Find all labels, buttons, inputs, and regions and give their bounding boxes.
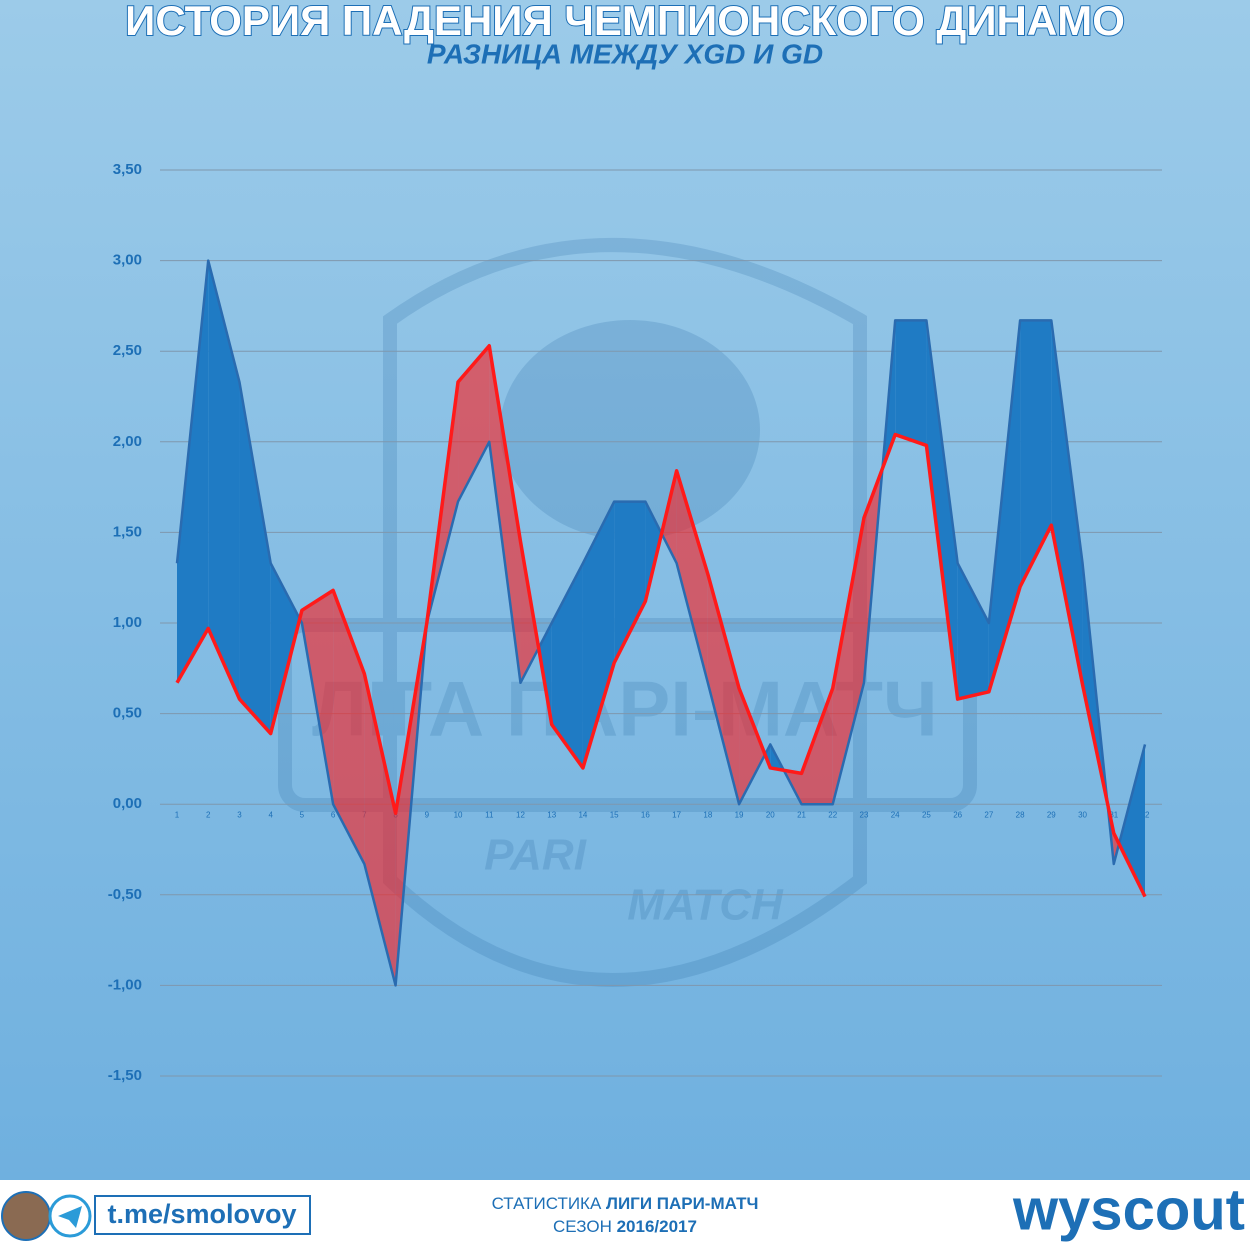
diff-band bbox=[676, 470, 708, 683]
x-tick-label: 12 bbox=[516, 810, 525, 819]
chart-title: ИСТОРИЯ ПАДЕНИЯ ЧЕМПИОНСКОГО ДИНАМО bbox=[125, 0, 1125, 44]
diff-band bbox=[333, 590, 365, 864]
x-tick-label: 29 bbox=[1047, 810, 1056, 819]
x-tick-label: 31 bbox=[1109, 810, 1118, 819]
x-tick-label: 17 bbox=[672, 810, 681, 819]
y-tick-label: -1,50 bbox=[108, 1067, 142, 1084]
y-tick-label: -0,50 bbox=[108, 886, 142, 903]
season: 2016/2017 bbox=[617, 1217, 697, 1236]
telegram-link[interactable]: t.me/smolovoy bbox=[107, 1199, 296, 1229]
diff-band bbox=[801, 688, 833, 805]
diff-band bbox=[739, 688, 766, 805]
watermark-shield bbox=[383, 238, 867, 987]
diff-band bbox=[1020, 320, 1052, 587]
diff-band bbox=[301, 590, 334, 805]
telegram-plane bbox=[58, 1206, 82, 1228]
x-tick-label: 11 bbox=[485, 810, 494, 819]
x-tick-label: 27 bbox=[984, 810, 993, 819]
x-tick-label: 14 bbox=[578, 810, 587, 819]
x-tick-label: 26 bbox=[953, 810, 962, 819]
x-tick-label: 5 bbox=[300, 810, 305, 819]
stat-prefix: СТАТИСТИКА bbox=[492, 1194, 602, 1213]
y-tick-label: 2,00 bbox=[113, 433, 142, 450]
diff-band bbox=[832, 517, 864, 805]
diff-band bbox=[1051, 320, 1083, 685]
y-tick-label: 3,00 bbox=[113, 252, 142, 269]
watermark-ball bbox=[500, 320, 760, 540]
diff-band bbox=[582, 501, 615, 768]
season-line: СЕЗОН 2016/2017 bbox=[553, 1217, 697, 1236]
diff-band bbox=[551, 563, 583, 768]
y-tick-label: 2,50 bbox=[113, 342, 142, 359]
y-tick-label: 0,50 bbox=[113, 705, 142, 722]
diff-band bbox=[458, 345, 490, 502]
diff-band bbox=[239, 382, 271, 734]
x-tick-label: 16 bbox=[641, 810, 650, 819]
watermark-text: PARI bbox=[484, 831, 587, 880]
plot: 3,50 3,00 2,50 2,00 1,50 1,00 0,50 0,00 -0,50 -1,… bbox=[108, 161, 1162, 1084]
y-tick-label: 3,50 bbox=[113, 161, 142, 178]
x-tick-label: 10 bbox=[454, 810, 463, 819]
diff-band bbox=[208, 260, 240, 700]
x-tick-label: 25 bbox=[922, 810, 931, 819]
x-tick-label: 23 bbox=[860, 810, 869, 819]
diff-band bbox=[957, 563, 989, 700]
x-tick-label: 21 bbox=[797, 810, 806, 819]
x-tick-label: 1 bbox=[175, 810, 180, 819]
watermark-text: MATCH bbox=[627, 881, 784, 930]
x-tick-label: 20 bbox=[766, 810, 775, 819]
x-tick-label: 13 bbox=[547, 810, 556, 819]
y-tick-label: 0,00 bbox=[113, 795, 142, 812]
telegram-box[interactable] bbox=[94, 1195, 311, 1235]
diff-band bbox=[177, 260, 209, 683]
x-tick-label: 15 bbox=[610, 810, 619, 819]
diff-band bbox=[988, 320, 1021, 692]
diff-band bbox=[895, 320, 927, 446]
stat-line: СТАТИСТИКА ЛИГИ ПАРИ-МАТЧ bbox=[492, 1194, 759, 1213]
avatar bbox=[1, 1191, 51, 1241]
x-tick-label: 9 bbox=[425, 810, 430, 819]
diff-band bbox=[707, 574, 740, 805]
stat-league: ЛИГИ ПАРИ-МАТЧ bbox=[606, 1194, 758, 1213]
series-line bbox=[175, 344, 1147, 898]
diff-band bbox=[1119, 744, 1145, 897]
x-tick-label: 22 bbox=[828, 810, 837, 819]
diff-band bbox=[926, 320, 958, 700]
x-tick-label: 24 bbox=[891, 810, 900, 819]
brand: wyscout bbox=[1012, 1177, 1245, 1242]
x-tick-label: 30 bbox=[1078, 810, 1087, 819]
chart-subtitle: РАЗНИЦА МЕЖДУ XGD И GD bbox=[427, 38, 823, 69]
diff-band bbox=[489, 345, 521, 683]
diff-band bbox=[364, 673, 396, 986]
diff-band bbox=[614, 501, 646, 663]
x-tick-label: 19 bbox=[735, 810, 744, 819]
x-tick-label: 28 bbox=[1016, 810, 1025, 819]
y-tick-label: 1,50 bbox=[113, 523, 142, 540]
x-tick-label: 4 bbox=[268, 810, 273, 819]
season-prefix: СЕЗОН bbox=[553, 1217, 612, 1236]
x-tick-label: 32 bbox=[1141, 810, 1150, 819]
x-tick-label: 2 bbox=[206, 810, 211, 819]
x-tick-label: 18 bbox=[703, 810, 712, 819]
y-tick-label: -1,00 bbox=[108, 976, 142, 993]
x-tick-label: 6 bbox=[331, 810, 336, 819]
y-tick-label: 1,00 bbox=[113, 614, 142, 631]
x-tick-label: 3 bbox=[237, 810, 242, 819]
